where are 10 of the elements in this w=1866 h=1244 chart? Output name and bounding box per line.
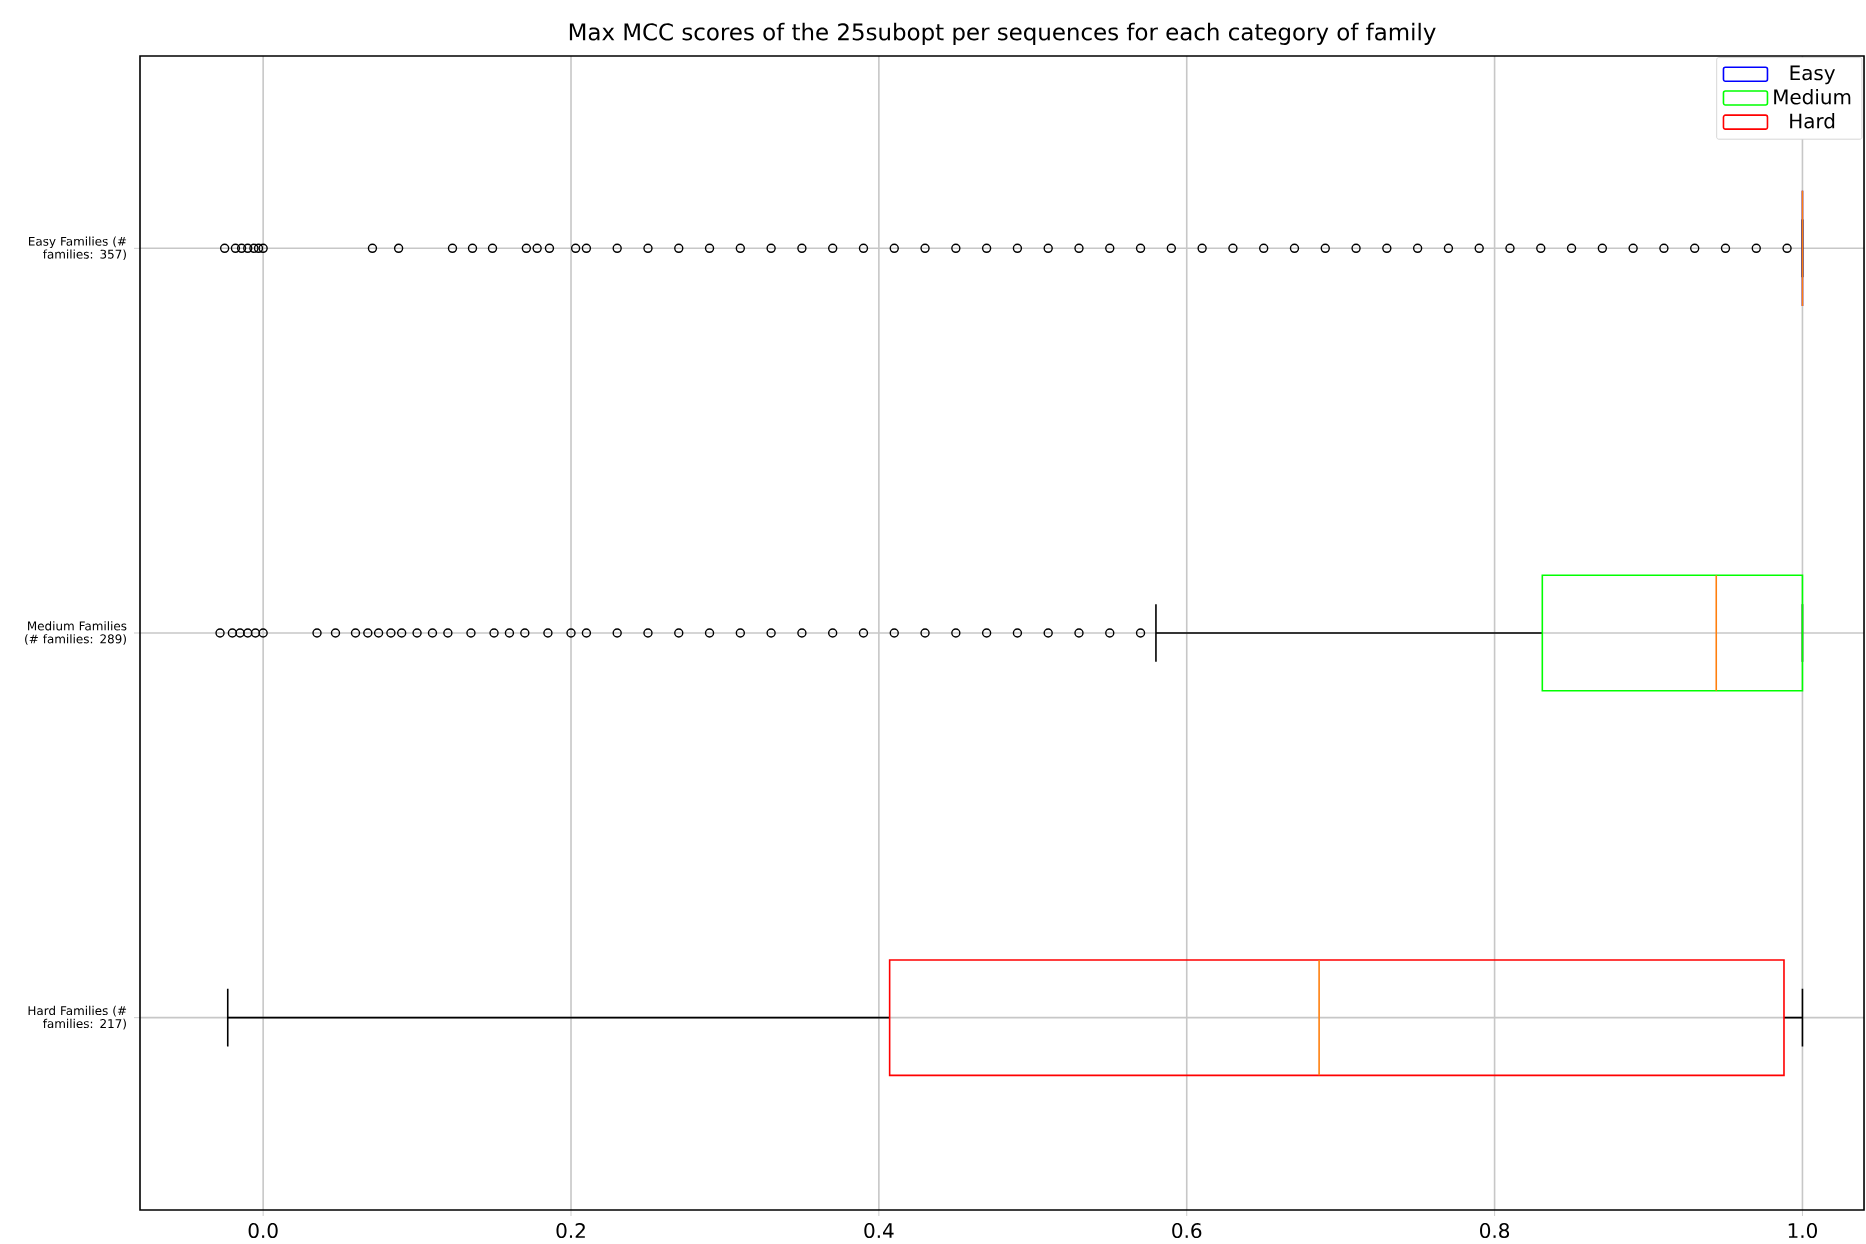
x-tick-label: 1.0	[1788, 1223, 1817, 1239]
legend-label: Easy	[1790, 65, 1836, 85]
x-tick-label: 0.6	[1172, 1223, 1202, 1239]
legend-label: Medium	[1774, 88, 1851, 105]
x-tick-label: 0.2	[556, 1223, 585, 1239]
x-tick-label: 0.4	[864, 1223, 894, 1239]
legend-label: Hard	[1790, 113, 1835, 129]
chart-title: Max MCC scores of the 25subopt per sequences for each category of family	[569, 22, 1436, 45]
x-tick-label: 0.0	[248, 1223, 278, 1239]
x-tick-label: 0.8	[1480, 1223, 1510, 1239]
